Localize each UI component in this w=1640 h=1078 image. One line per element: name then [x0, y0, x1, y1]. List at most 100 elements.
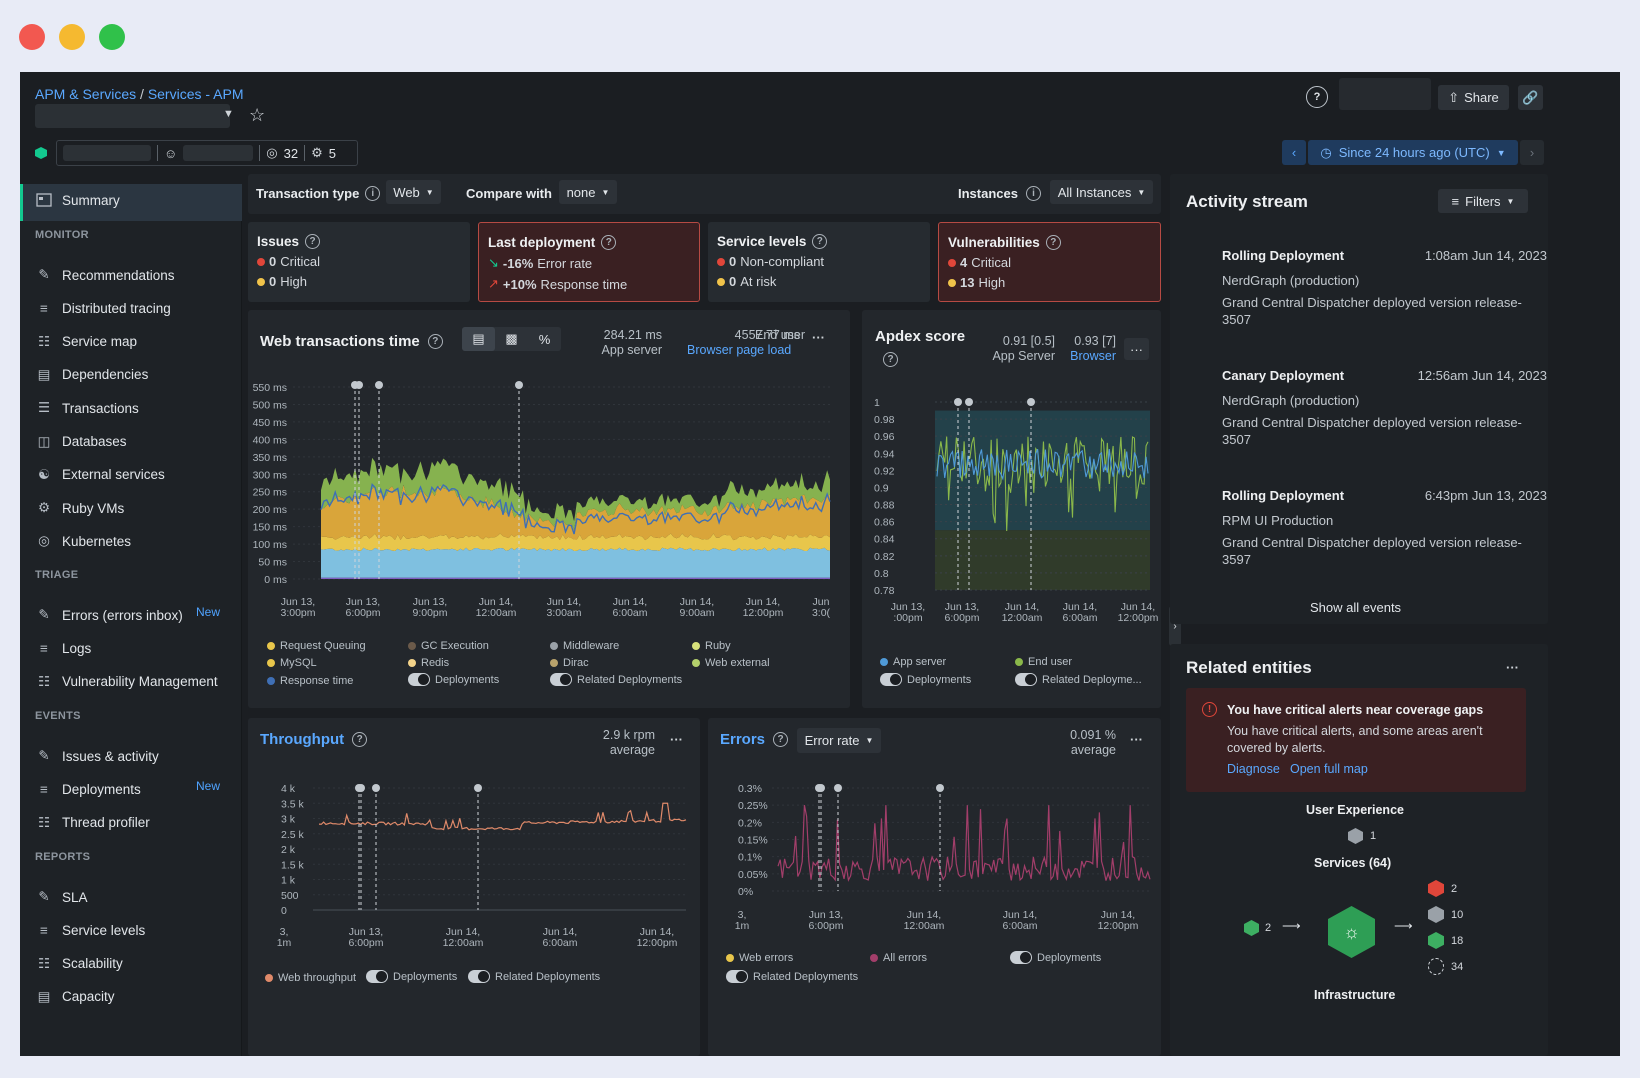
transaction-type-dropdown[interactable]: Web ▼ [386, 180, 441, 204]
upstream-services-node[interactable]: 2 [1244, 920, 1271, 936]
deployment-marker[interactable] [834, 784, 842, 792]
deployments-toggle[interactable]: Deployments [880, 673, 971, 686]
toggle-switch[interactable] [880, 673, 902, 686]
sidebar-item-summary[interactable] [20, 184, 242, 221]
window-minimize-button[interactable] [59, 24, 85, 50]
favorite-star-icon[interactable]: ☆ [249, 105, 266, 125]
sidebar-item-kubernetes[interactable]: ◎ Kubernetes [35, 531, 131, 551]
user-experience-node[interactable]: 1 [1348, 828, 1376, 844]
kpi-last-deployment[interactable]: Last deployment? ↘ -16% Error rate ↗ +10% Re… [478, 222, 700, 302]
deployment-marker[interactable] [375, 381, 383, 389]
compare-dropdown[interactable]: none ▼ [559, 180, 617, 204]
help-icon[interactable]: ? [773, 732, 789, 747]
legend-item[interactable]: Dirac [550, 657, 589, 669]
sidebar-item-recommendations[interactable]: ✎ Recommendations [35, 265, 174, 285]
sidebar-item-deployments[interactable]: ≡ Deployments [35, 779, 141, 799]
user-avatar[interactable] [1339, 78, 1431, 110]
breadcrumb-services-link[interactable]: Services - APM [147, 86, 244, 102]
toggle-switch[interactable] [468, 970, 490, 983]
help-icon[interactable]: ? [305, 234, 321, 249]
tag-icon[interactable]: ◎ [266, 145, 278, 160]
copy-link-button[interactable]: 🔗 [1518, 85, 1543, 110]
error-rate-dropdown[interactable]: Error rate ▼ [797, 728, 881, 753]
deployment-marker[interactable] [357, 784, 365, 792]
info-icon[interactable]: i [365, 186, 381, 201]
legend-item[interactable]: MySQL [267, 657, 317, 669]
area-chart-view-icon[interactable]: ▤ [462, 327, 495, 351]
browser-page-load-link[interactable]: Browser page load [687, 343, 792, 357]
help-icon[interactable]: ? [427, 334, 443, 349]
legend-item[interactable]: Redis [408, 657, 449, 669]
kpi-issues[interactable]: Issues? 0 Critical 0 High [248, 222, 470, 302]
sidebar-item-errors-errors-inbox-[interactable]: ✎ Errors (errors inbox) [35, 605, 182, 625]
show-all-events-link[interactable]: Show all events [1310, 600, 1402, 615]
related-deployments-toggle[interactable]: Related Deployments [550, 673, 682, 686]
help-icon[interactable]: ? [352, 732, 368, 747]
deployment-marker[interactable] [954, 398, 962, 406]
activity-event[interactable]: Canary Deployment 12:56am Jun 14, 2023 Ner… [1222, 368, 1547, 448]
instances-dropdown[interactable]: All Instances ▼ [1050, 180, 1153, 204]
related-deployments-toggle[interactable]: Related Deployme... [1015, 673, 1142, 686]
diagnose-link[interactable]: Diagnose [1227, 762, 1280, 776]
legend-item[interactable]: App server [880, 656, 946, 668]
window-maximize-button[interactable] [99, 24, 125, 50]
more-options-icon[interactable]: ··· [812, 330, 825, 345]
sidebar-item-thread-profiler[interactable]: ☷ Thread profiler [35, 813, 150, 833]
deployments-toggle[interactable]: Deployments [366, 970, 457, 983]
legend-item[interactable]: Ruby [692, 640, 731, 652]
activity-event[interactable]: Rolling Deployment 6:43pm Jun 13, 2023 RPM… [1222, 488, 1547, 568]
more-options-icon[interactable]: ··· [1124, 338, 1149, 360]
activity-event[interactable]: Rolling Deployment 1:08am Jun 14, 2023 Ner… [1222, 248, 1547, 328]
toggle-switch[interactable] [1010, 951, 1032, 964]
sidebar-item-service-levels[interactable]: ≡ Service levels [35, 920, 145, 940]
browser-link[interactable]: Browser [1070, 349, 1116, 363]
deployment-marker[interactable] [817, 784, 825, 792]
legend-item[interactable]: Request Queuing [267, 640, 366, 652]
help-icon[interactable]: ? [601, 235, 617, 250]
kpi-vulnerabilities[interactable]: Vulnerabilities? 4 Critical 13 High [938, 222, 1161, 302]
help-icon[interactable]: ? [883, 352, 898, 367]
downstream-node[interactable]: 18 [1428, 932, 1463, 949]
sidebar-item-scalability[interactable]: ☷ Scalability [35, 954, 123, 974]
legend-item[interactable]: All errors [870, 952, 927, 964]
sidebar-item-ruby-vms[interactable]: ⚙ Ruby VMs [35, 498, 124, 518]
related-deployments-toggle[interactable]: Related Deployments [726, 970, 858, 983]
kpi-service-levels[interactable]: Service levels? 0 Non-compliant 0 At risk [708, 222, 930, 302]
time-prev-button[interactable]: ‹ [1282, 140, 1306, 165]
settings-count[interactable]: 5 [328, 145, 336, 161]
info-icon[interactable]: i [1025, 186, 1041, 201]
downstream-node[interactable]: 10 [1428, 906, 1463, 923]
window-close-button[interactable] [19, 24, 45, 50]
current-service-node[interactable]: ☼ [1328, 906, 1375, 958]
downstream-node[interactable]: 34 [1428, 958, 1463, 975]
panel-title[interactable]: Errors [720, 731, 766, 748]
entity-name-selector[interactable] [35, 104, 230, 128]
more-options-icon[interactable]: ··· [1130, 732, 1143, 747]
legend-item[interactable]: GC Execution [408, 640, 489, 652]
sidebar-item-logs[interactable]: ≡ Logs [35, 638, 91, 658]
toggle-switch[interactable] [550, 673, 572, 686]
help-button[interactable]: ? [1306, 86, 1328, 108]
sidebar-item-external-services[interactable]: ☯ External services [35, 465, 165, 485]
toggle-switch[interactable] [408, 673, 430, 686]
percent-view-icon[interactable]: % [528, 327, 561, 351]
toggle-switch[interactable] [366, 970, 388, 983]
share-button[interactable]: ⇧ Share [1438, 85, 1509, 110]
time-range-picker[interactable]: ◷ Since 24 hours ago (UTC) ▼ [1308, 140, 1518, 165]
legend-item[interactable]: Middleware [550, 640, 619, 652]
deployment-marker[interactable] [1027, 398, 1035, 406]
deployment-marker[interactable] [355, 381, 363, 389]
tag-count[interactable]: 32 [283, 145, 299, 161]
breadcrumb-apm-link[interactable]: APM & Services [35, 86, 137, 102]
sidebar-item-service-map[interactable]: ☷ Service map [35, 332, 137, 352]
sidebar-item-issues-activity[interactable]: ✎ Issues & activity [35, 746, 158, 766]
more-options-icon[interactable]: ··· [1506, 660, 1519, 675]
help-icon[interactable]: ? [1045, 235, 1061, 250]
deployment-marker[interactable] [515, 381, 523, 389]
deployments-toggle[interactable]: Deployments [408, 673, 499, 686]
legend-item[interactable]: Web throughput [265, 972, 356, 984]
toggle-switch[interactable] [726, 970, 748, 983]
settings-gear-icon[interactable]: ⚙ [311, 145, 323, 160]
filters-button[interactable]: ≡ Filters ▼ [1438, 189, 1528, 213]
sidebar-item-vulnerability-management[interactable]: ☷ Vulnerability Management [35, 672, 218, 692]
